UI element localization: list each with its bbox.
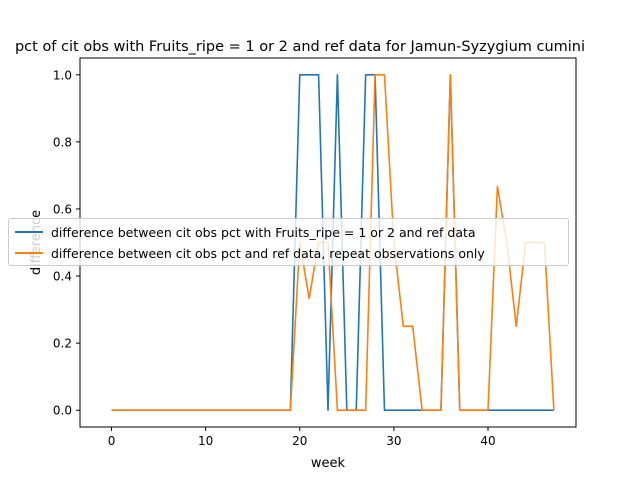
x-tick-label: 10 [198,434,213,448]
y-tick-label: 1.0 [53,68,72,82]
chart-title: pct of cit obs with Fruits_ripe = 1 or 2… [15,39,585,55]
legend-label-series-2: difference between cit obs pct and ref d… [51,245,485,261]
legend-swatch-series-2 [15,252,43,254]
y-tick-label: 0.4 [53,270,72,284]
axis-layer: 0 10 20 30 40 0.0 0.2 0.4 0.6 0.8 1.0 [53,68,496,448]
y-tick-label: 0.0 [53,404,72,418]
y-tick-label: 0.6 [53,202,72,216]
x-axis-label: week [311,456,346,471]
legend-item-series-1: difference between cit obs pct with Frui… [15,222,476,242]
x-tick-label: 40 [480,434,495,448]
y-tick-label: 0.2 [53,337,72,351]
x-tick-label: 20 [292,434,307,448]
y-tick-label: 0.8 [53,135,72,149]
series-line-2 [111,73,555,412]
legend-label-series-1: difference between cit obs pct with Frui… [51,224,476,240]
legend-swatch-series-1 [15,231,43,233]
legend: difference between cit obs pct with Frui… [8,218,569,266]
x-tick-label: 30 [386,434,401,448]
legend-item-series-2: difference between cit obs pct and ref d… [15,243,485,263]
x-tick-label: 0 [108,434,116,448]
